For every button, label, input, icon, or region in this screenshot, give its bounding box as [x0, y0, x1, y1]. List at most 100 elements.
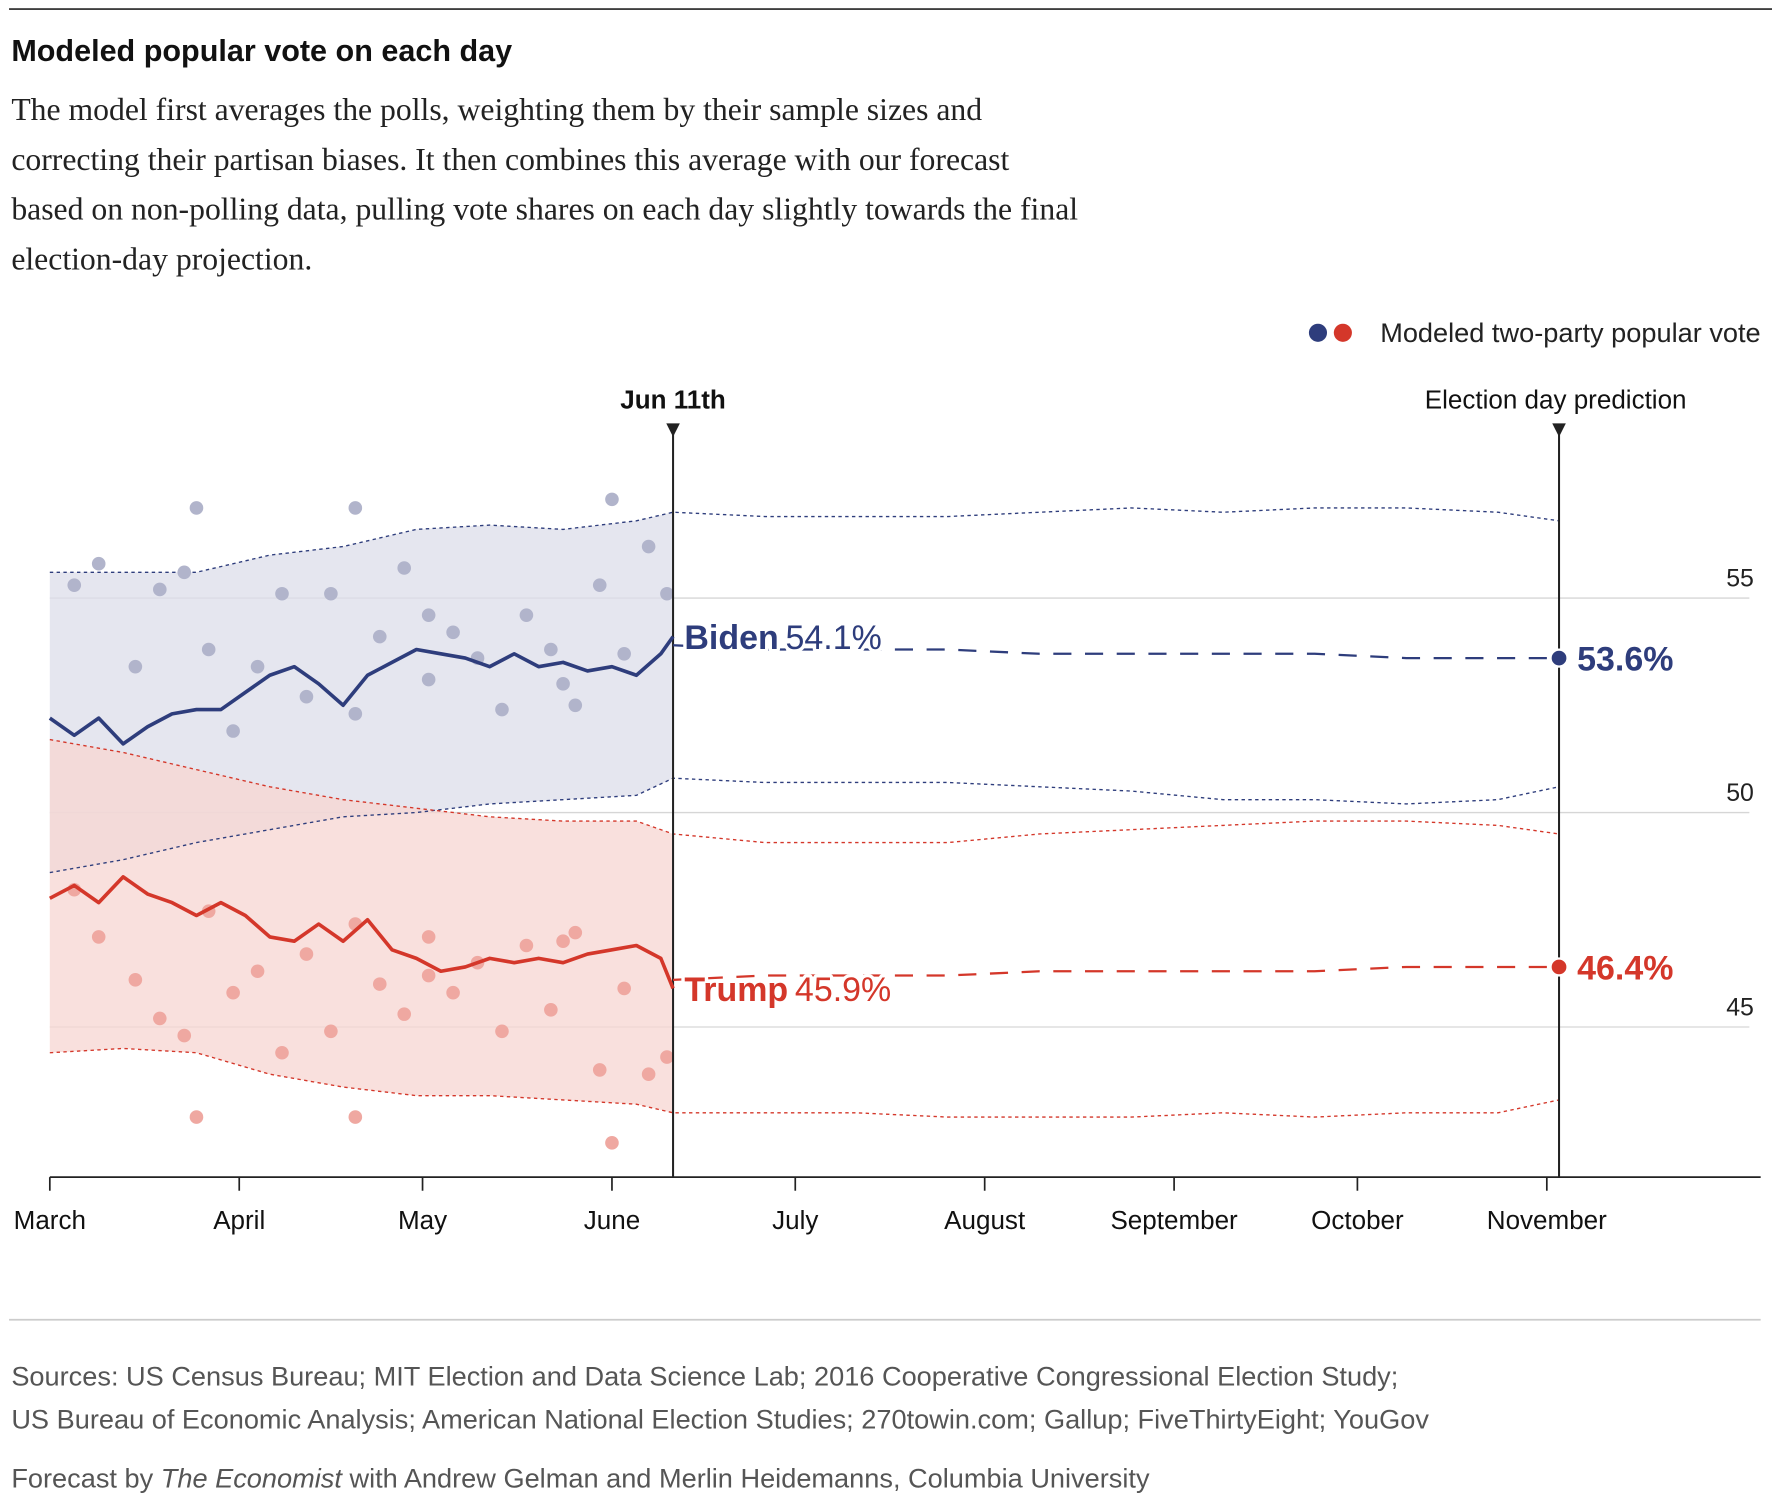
poll-dot	[605, 492, 619, 507]
poll-dot	[250, 659, 265, 674]
credit-text: The Economist	[161, 1462, 344, 1493]
marker-label: Jun 11th	[620, 385, 726, 415]
poll-dot	[495, 702, 509, 717]
band-edge	[49, 1047, 1560, 1118]
poll-dot	[128, 973, 143, 987]
source: US Bureau of Economic Analysis; American…	[11, 1403, 1429, 1434]
poll-dot	[421, 968, 436, 983]
y-tick-label: 50	[1726, 779, 1754, 807]
end-value: 54.1%	[786, 619, 882, 657]
poll-dot	[617, 647, 631, 661]
poll-dot	[299, 947, 314, 961]
credit: Forecast by The Economist with Andrew Ge…	[11, 1462, 1150, 1493]
poll-dot	[617, 981, 631, 996]
x-tick-label: August	[944, 1205, 1026, 1235]
forecast-line	[673, 644, 1560, 660]
credit-text: Forecast by	[11, 1462, 160, 1493]
forecast-dot	[1549, 648, 1569, 668]
poll-dot	[421, 608, 436, 622]
poll-dot	[421, 672, 436, 687]
line	[48, 875, 675, 990]
legend-swatch	[1308, 323, 1328, 342]
poll-dot	[421, 930, 436, 944]
poll-dot	[153, 1011, 167, 1026]
poll-dot	[372, 629, 387, 644]
band-edge	[49, 738, 1560, 844]
forecast-label: 46.4%	[1577, 949, 1673, 987]
poll-dot	[544, 642, 558, 657]
y-tick-label: 45	[1726, 994, 1754, 1022]
credit-text: with Andrew Gelman and Merlin Heidemanns…	[342, 1462, 1150, 1493]
poll-dot	[446, 985, 460, 1000]
marker-arrow	[666, 423, 680, 437]
y-tick-label: 55	[1726, 565, 1754, 593]
subtitle-line: correcting their partisan biases. It the…	[11, 142, 1009, 177]
legend-label: Modeled two-party popular vote	[1380, 317, 1760, 348]
poll-dot	[324, 586, 338, 601]
poll-dot	[660, 1050, 674, 1064]
subtitle: The model first averages the polls, weig…	[11, 92, 1078, 276]
poll-dot	[177, 565, 192, 580]
poll-dot	[91, 556, 106, 571]
x-tick-label: July	[772, 1205, 818, 1235]
poll-dot	[189, 501, 204, 515]
poll-dot	[153, 582, 167, 597]
poll-dot	[226, 724, 240, 738]
poll-dot	[556, 934, 570, 949]
poll-dot	[397, 1007, 412, 1021]
poll-dot	[556, 677, 570, 691]
poll-dot	[568, 925, 583, 940]
x-tick-label: June	[584, 1205, 640, 1235]
poll-dot	[592, 578, 607, 592]
x-tick-label: October	[1311, 1205, 1404, 1235]
end-value: 45.9%	[795, 971, 891, 1009]
poll-dot	[446, 625, 460, 640]
series-name: Trump	[684, 971, 788, 1009]
poll-dot	[348, 501, 363, 515]
legend-swatch	[1333, 323, 1352, 342]
poll-dot	[641, 1067, 656, 1081]
x-tick-label: April	[213, 1205, 265, 1235]
x-tick-label: March	[14, 1205, 86, 1235]
end-label: Trump 45.9%	[684, 971, 891, 1009]
chart-title: Modeled popular vote on each day	[11, 34, 512, 68]
poll-dot	[67, 578, 82, 592]
subtitle-line: based on non-polling data, pulling vote …	[11, 192, 1078, 227]
marker-label: Election day prediction	[1425, 385, 1687, 415]
poll-dot	[177, 1028, 192, 1043]
poll-dot	[519, 938, 534, 953]
poll-dot	[544, 1003, 558, 1017]
poll-dot	[348, 707, 363, 721]
x-tick-label: May	[398, 1205, 447, 1235]
poll-dot	[189, 1110, 204, 1124]
poll-dot	[372, 977, 387, 991]
poll-dot	[275, 1045, 289, 1060]
forecast-dot	[1549, 957, 1569, 977]
subtitle-line: election-day projection.	[11, 241, 312, 276]
poll-dot	[226, 985, 240, 1000]
poll-dot	[299, 689, 314, 704]
line	[48, 635, 675, 746]
poll-dot	[568, 698, 583, 713]
end-label: Biden 54.1%	[684, 619, 881, 657]
poll-dot	[641, 539, 656, 554]
poll-dot	[397, 561, 412, 575]
marker-arrow	[1552, 423, 1566, 437]
poll-dot	[275, 586, 289, 601]
band-edge	[49, 507, 1560, 573]
poll-dot	[348, 1110, 363, 1124]
forecast-line	[673, 965, 1560, 981]
poll-dot	[605, 1136, 619, 1150]
poll-dot	[250, 964, 265, 979]
series-name: Biden	[684, 619, 778, 657]
poll-dot	[324, 1024, 338, 1039]
forecast-label: 53.6%	[1577, 641, 1673, 679]
poll-dot	[660, 586, 674, 601]
subtitle-line: The model first averages the polls, weig…	[11, 92, 982, 127]
x-tick-label: September	[1110, 1205, 1238, 1235]
poll-dot	[495, 1024, 509, 1039]
poll-dot	[592, 1063, 607, 1077]
poll-dot	[201, 642, 216, 657]
poll-dot	[128, 659, 143, 674]
